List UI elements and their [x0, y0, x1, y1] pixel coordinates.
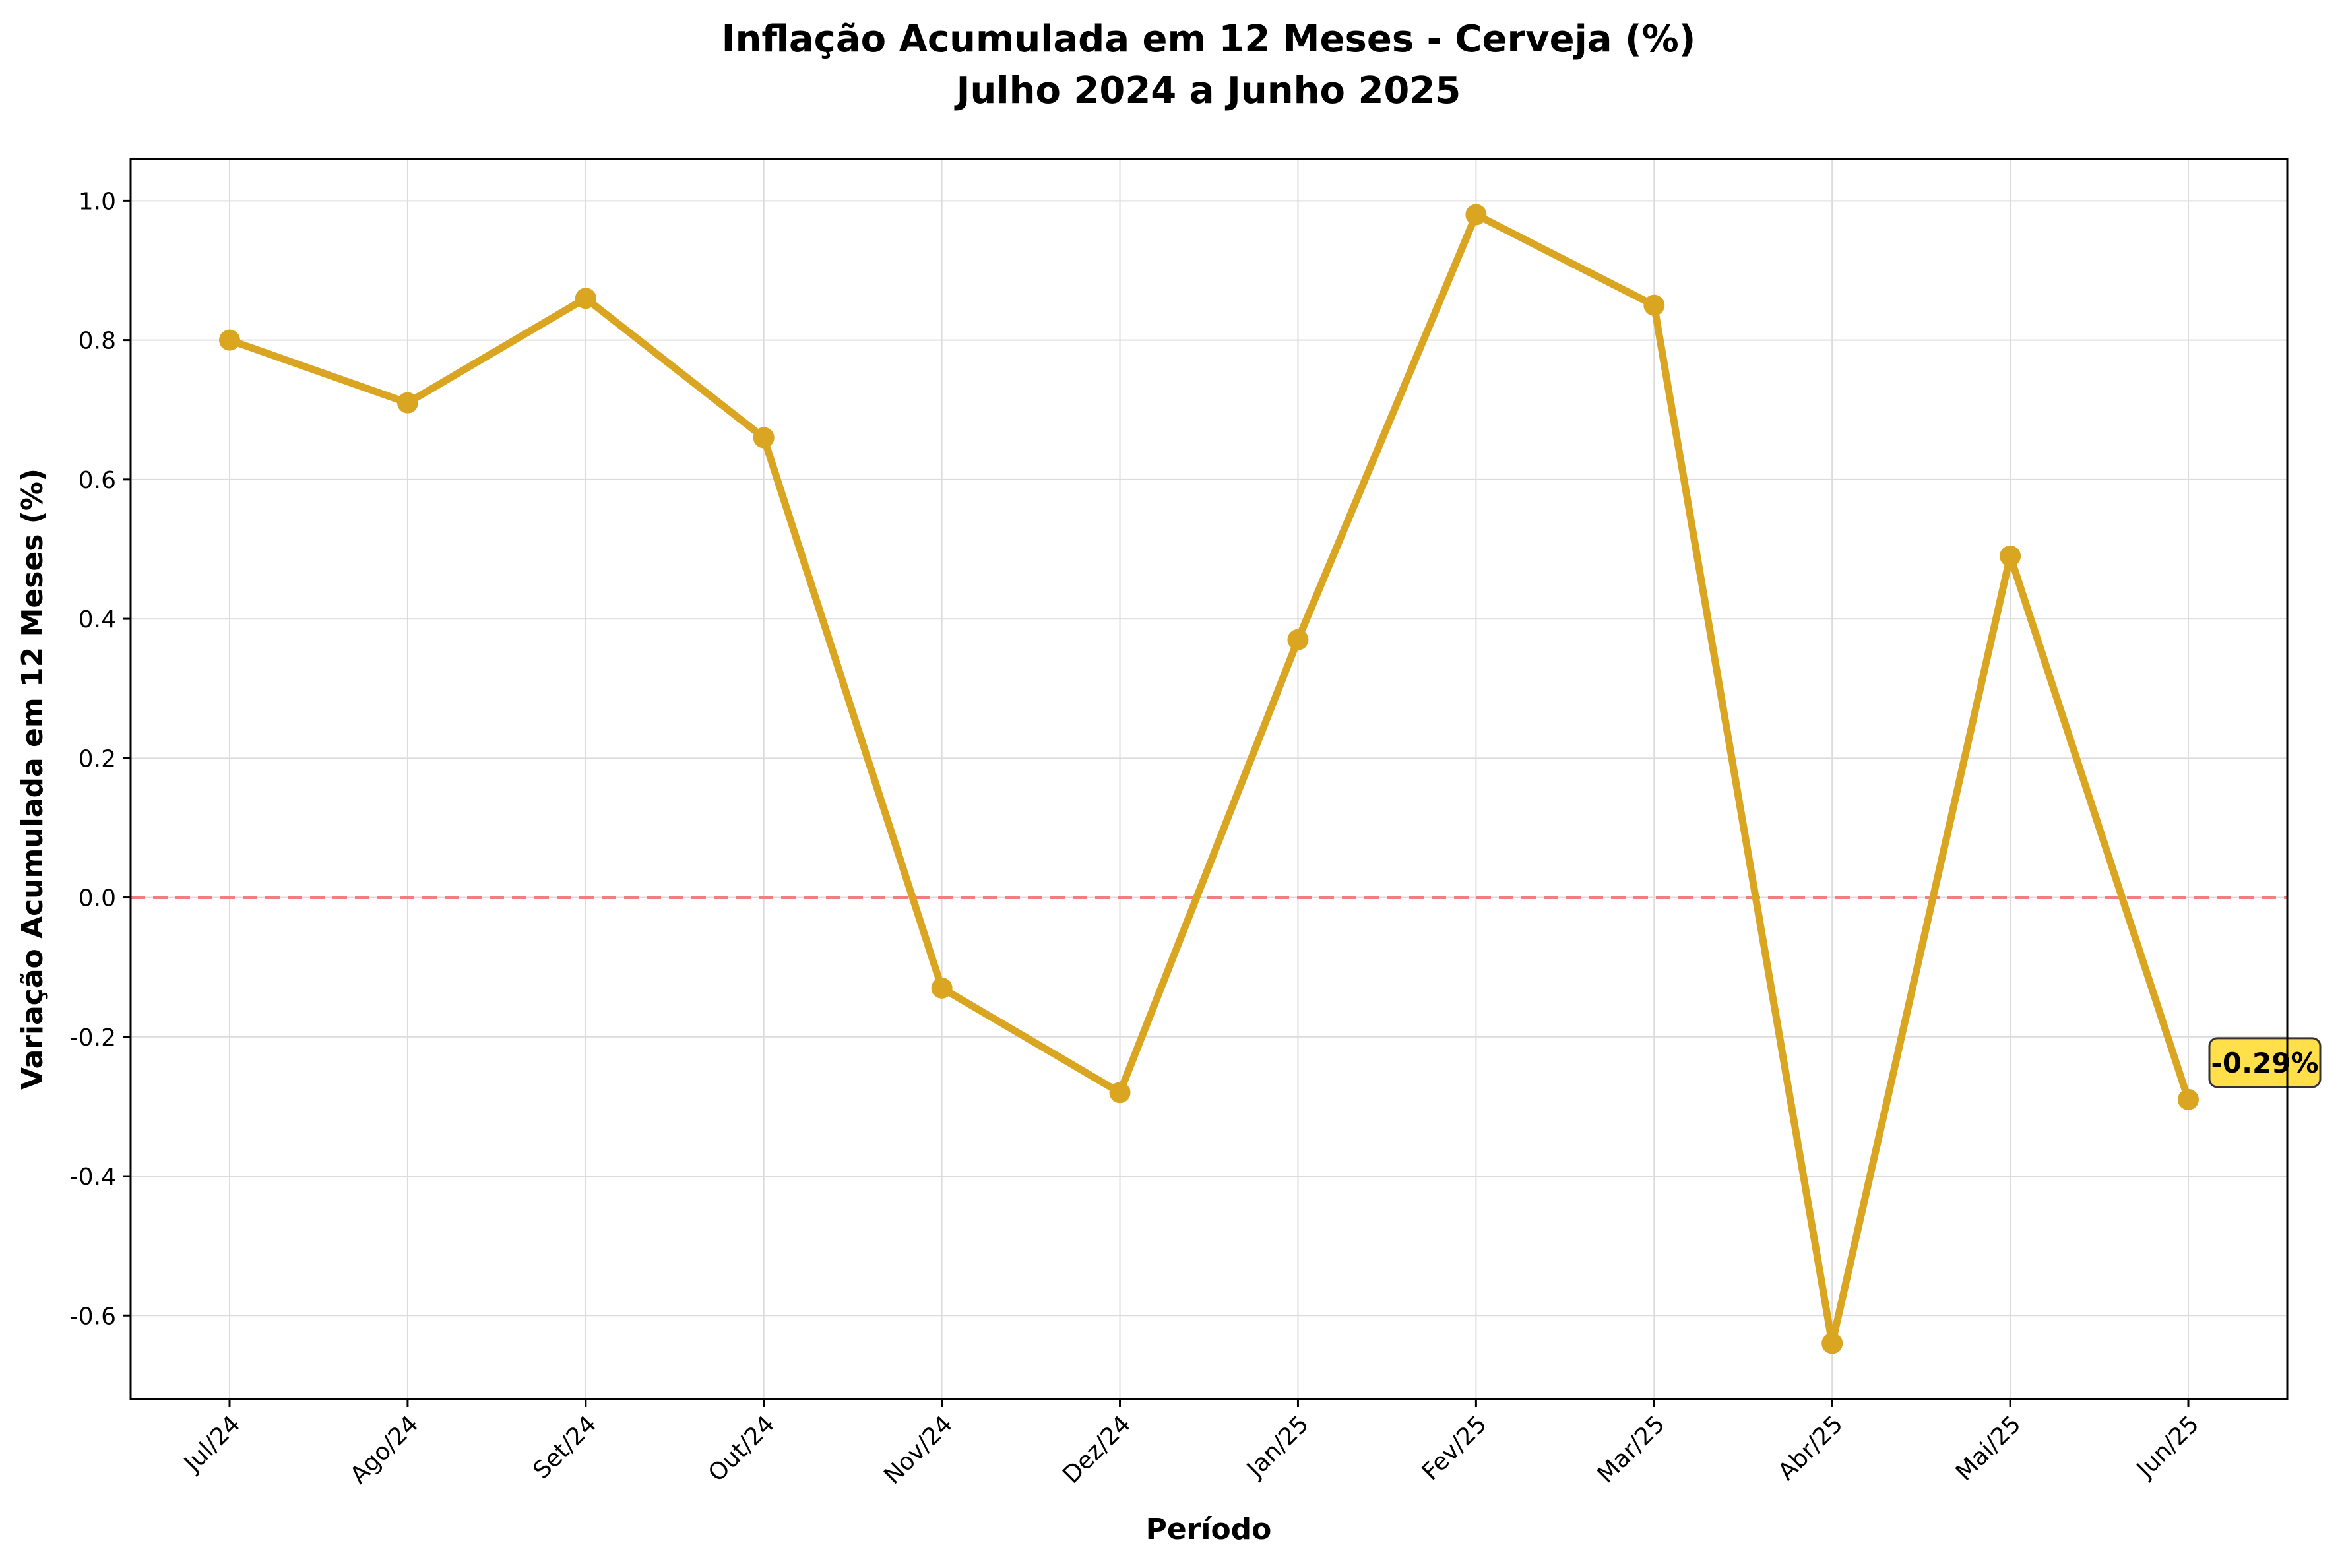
y-tick-label: -0.6 — [70, 1303, 116, 1330]
x-axis-label: Período — [1146, 1513, 1272, 1546]
data-point — [396, 392, 418, 414]
chart-title-line-2: Julho 2024 a Junho 2025 — [954, 69, 1461, 112]
data-point — [1287, 629, 1309, 650]
plot-area-frame — [129, 158, 2289, 1400]
data-point — [1643, 294, 1665, 316]
y-axis-label: Variação Acumulada em 12 Meses (%) — [16, 468, 49, 1090]
chart-title-line-1: Inflação Acumulada em 12 Meses - Cerveja… — [722, 18, 1696, 61]
data-point — [575, 288, 596, 309]
data-point — [1109, 1082, 1131, 1104]
y-axis-ticks: 1.0 0.8 0.6 0.4 0.2 0.0 -0.2 -0.4 -0.6 — [70, 188, 131, 1330]
series-line — [226, 210, 2192, 1348]
data-point — [1821, 1333, 1843, 1354]
annotation-box — [2208, 1037, 2322, 1088]
last-value-annotation: -0.29% — [2208, 1037, 2322, 1088]
data-point — [2000, 546, 2021, 567]
data-point — [219, 329, 240, 351]
y-tick-label: 0.4 — [79, 606, 116, 633]
annotation-label: -0.29% — [2211, 1047, 2318, 1079]
y-tick-label: 0.8 — [79, 328, 116, 355]
y-tick-label: -0.4 — [70, 1164, 116, 1191]
data-point — [753, 427, 775, 449]
y-tick-label: 1.0 — [79, 188, 116, 215]
y-tick-label: 0.2 — [79, 745, 116, 772]
y-tick-label: 0.6 — [79, 467, 116, 494]
y-tick-label: 0.0 — [79, 885, 116, 912]
data-point — [2178, 1088, 2199, 1110]
data-point — [931, 977, 953, 999]
y-tick-label: -0.2 — [70, 1024, 116, 1051]
series-cerveja — [219, 204, 2199, 1354]
data-point — [1465, 204, 1487, 226]
